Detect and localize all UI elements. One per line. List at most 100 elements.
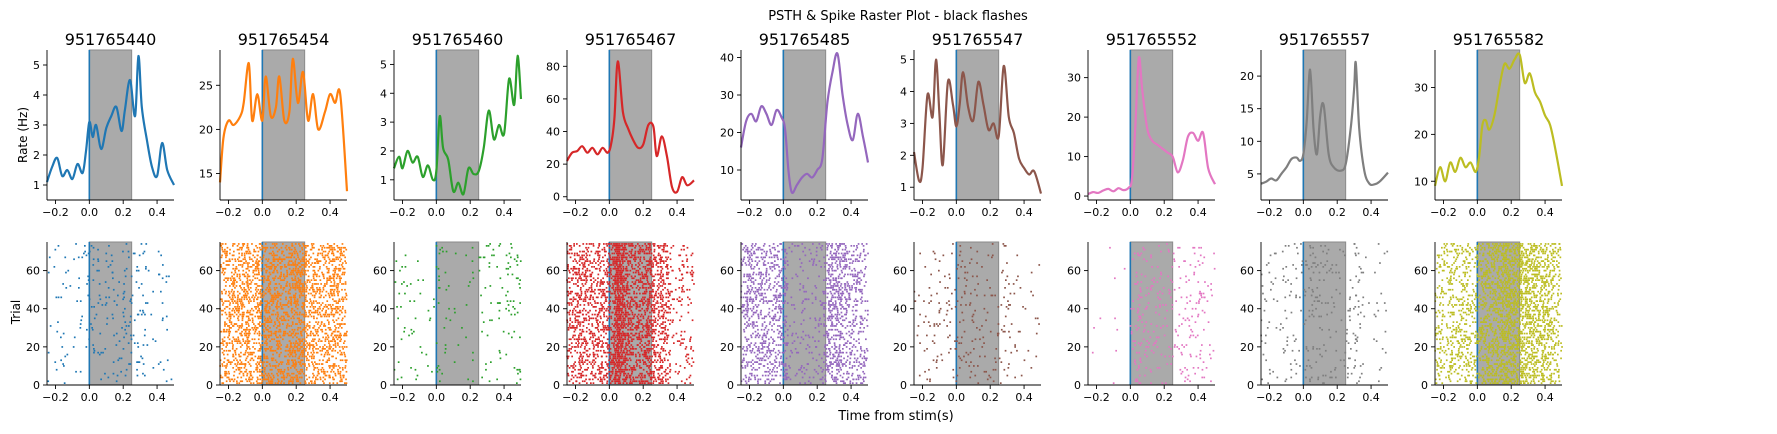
spike [231,283,233,285]
spike [623,281,625,283]
spike [584,338,587,341]
spike [660,365,662,367]
spike [626,283,629,285]
spike [602,290,605,293]
spike [318,338,321,341]
spike [322,245,325,247]
spike [85,254,88,257]
spike [294,260,297,262]
spike [225,260,228,262]
spike [292,332,294,335]
spike [314,382,316,384]
spike [276,319,279,322]
spike [234,357,237,360]
spike [84,245,86,247]
spike [268,275,270,278]
spike [604,342,607,344]
spike [223,357,226,360]
spike [613,279,616,281]
spike [228,315,231,318]
spike [221,254,223,257]
spike [508,252,511,255]
spike [254,327,256,329]
spike [570,342,573,344]
spike [290,304,293,306]
spike [261,287,264,289]
spike [269,283,272,285]
spike [344,382,346,384]
spike [303,372,305,375]
spike [580,355,582,358]
spike [333,279,335,281]
spike [657,378,660,381]
spike [237,315,240,318]
spike [290,332,293,335]
spike [339,374,342,377]
spike [316,262,319,264]
spike [573,307,575,310]
spike [624,273,627,276]
spike [650,260,653,262]
spike [328,313,331,316]
spike [333,290,335,293]
spike [641,307,643,310]
spike [246,372,249,375]
spike [299,266,302,268]
spike [596,368,599,371]
spike [229,349,231,352]
spike [413,300,416,302]
spike [230,279,232,281]
spike [143,334,146,337]
spike [619,302,622,304]
spike [236,376,239,379]
spike [618,306,621,308]
spike [239,359,241,362]
spike [639,367,641,369]
spike [639,281,641,283]
spike [305,340,307,342]
spike [324,294,327,297]
spike [650,323,653,325]
spike [328,348,330,350]
spike [342,298,345,301]
spike [664,338,666,341]
spike [247,246,250,249]
spike [238,382,241,384]
spike [619,315,622,318]
spike [624,267,627,270]
spike [661,359,663,362]
spike [640,298,643,301]
spike [230,323,233,325]
spike [613,275,616,278]
spike [258,260,261,262]
spike [266,279,269,281]
spike [273,264,275,266]
spike [289,273,291,276]
spike [645,355,647,358]
spike [252,264,254,266]
spike [250,351,253,354]
spike [625,313,627,316]
spike [616,277,619,280]
spike [276,372,278,375]
spike [567,290,570,293]
spike [321,348,324,350]
spike [253,250,255,253]
spike [248,363,251,365]
spike [650,287,652,289]
spike [585,271,587,274]
spike [631,372,633,375]
spike [574,271,577,274]
spike [618,340,620,342]
spike [242,304,245,306]
spike [301,370,304,373]
spike [617,279,619,281]
spike [314,311,317,314]
spike [268,315,271,318]
spike [336,323,339,325]
spike [311,283,314,285]
spike [329,348,332,350]
spike [290,325,293,327]
spike [576,273,579,276]
